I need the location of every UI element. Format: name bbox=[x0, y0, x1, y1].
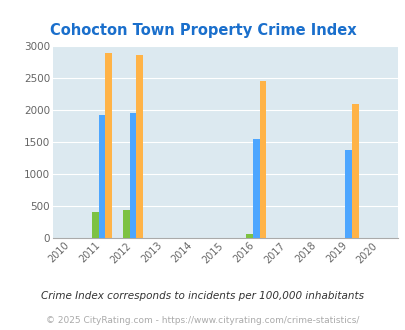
Bar bbox=[351, 104, 358, 238]
Bar bbox=[105, 52, 112, 238]
Bar bbox=[245, 234, 252, 238]
Bar bbox=[122, 210, 129, 238]
Bar bbox=[344, 150, 351, 238]
Text: Cohocton Town Property Crime Index: Cohocton Town Property Crime Index bbox=[49, 23, 356, 38]
Bar bbox=[129, 113, 136, 238]
Bar bbox=[252, 139, 259, 238]
Bar bbox=[136, 55, 143, 238]
Text: © 2025 CityRating.com - https://www.cityrating.com/crime-statistics/: © 2025 CityRating.com - https://www.city… bbox=[46, 316, 359, 325]
Bar bbox=[98, 115, 105, 238]
Bar bbox=[245, 234, 252, 238]
Bar bbox=[92, 212, 98, 238]
Bar bbox=[259, 81, 266, 238]
Text: Crime Index corresponds to incidents per 100,000 inhabitants: Crime Index corresponds to incidents per… bbox=[41, 291, 364, 301]
